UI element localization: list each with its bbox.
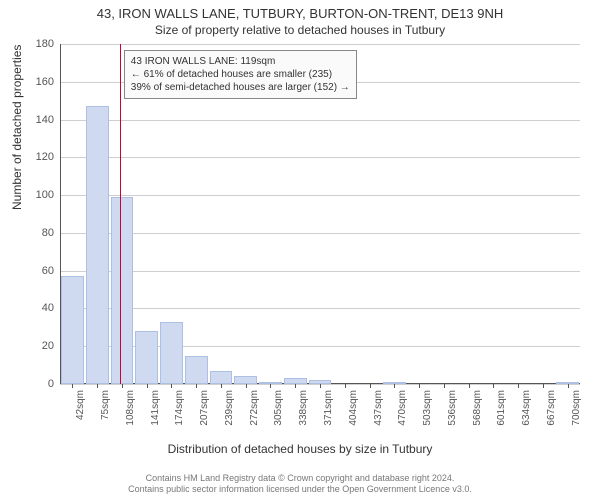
x-tick-label: 338sqm [298, 390, 309, 426]
x-tick-label: 568sqm [472, 390, 483, 426]
x-tick-label: 634sqm [521, 390, 532, 426]
attribution-footer: Contains HM Land Registry data © Crown c… [0, 473, 600, 496]
histogram-bar [61, 276, 84, 384]
x-tick [221, 384, 222, 388]
x-tick [196, 384, 197, 388]
annotation-line: ← 61% of detached houses are smaller (23… [131, 68, 350, 81]
gridline [60, 233, 580, 234]
footer-line-2: Contains public sector information licen… [0, 484, 600, 496]
x-tick [122, 384, 123, 388]
x-tick [493, 384, 494, 388]
y-tick-label: 80 [42, 227, 60, 239]
gridline [60, 271, 580, 272]
x-tick-label: 305sqm [273, 390, 284, 426]
gridline [60, 157, 580, 158]
x-tick-label: 239sqm [224, 390, 235, 426]
x-tick-label: 42sqm [75, 390, 86, 420]
x-tick-label: 371sqm [323, 390, 334, 426]
x-axis-label: Distribution of detached houses by size … [0, 442, 600, 456]
property-marker-line [120, 44, 121, 384]
x-tick-label: 174sqm [174, 390, 185, 426]
annotation-line: 39% of semi-detached houses are larger (… [131, 81, 350, 94]
x-tick [320, 384, 321, 388]
y-tick-label: 100 [36, 189, 60, 201]
gridline [60, 120, 580, 121]
x-tick [147, 384, 148, 388]
histogram-bar [185, 356, 208, 384]
x-tick [419, 384, 420, 388]
histogram-bar [135, 331, 158, 384]
x-tick [518, 384, 519, 388]
x-tick [370, 384, 371, 388]
y-tick-label: 0 [48, 378, 60, 390]
x-tick-label: 536sqm [447, 390, 458, 426]
x-tick-label: 75sqm [100, 390, 111, 420]
gridline [60, 308, 580, 309]
x-tick [270, 384, 271, 388]
annotation-box: 43 IRON WALLS LANE: 119sqm← 61% of detac… [124, 50, 357, 99]
annotation-line: 43 IRON WALLS LANE: 119sqm [131, 55, 350, 68]
x-tick-label: 470sqm [397, 390, 408, 426]
y-tick-label: 160 [36, 76, 60, 88]
y-tick-label: 40 [42, 302, 60, 314]
x-tick-label: 503sqm [422, 390, 433, 426]
histogram-bar [210, 371, 233, 384]
x-tick-label: 108sqm [125, 390, 136, 426]
gridline [60, 195, 580, 196]
x-tick [171, 384, 172, 388]
y-tick-label: 20 [42, 340, 60, 352]
x-tick [568, 384, 569, 388]
footer-line-1: Contains HM Land Registry data © Crown c… [0, 473, 600, 485]
x-tick-label: 667sqm [546, 390, 557, 426]
y-tick-label: 60 [42, 265, 60, 277]
histogram-bar [86, 106, 109, 384]
x-tick [72, 384, 73, 388]
x-tick-label: 272sqm [249, 390, 260, 426]
x-tick [394, 384, 395, 388]
gridline [60, 44, 580, 45]
x-tick [345, 384, 346, 388]
x-tick-label: 141sqm [150, 390, 161, 426]
histogram-plot: 02040608010012014016018042sqm75sqm108sqm… [60, 44, 580, 384]
page-subtitle: Size of property relative to detached ho… [0, 21, 600, 37]
histogram-bar [160, 322, 183, 384]
x-tick [97, 384, 98, 388]
x-tick [246, 384, 247, 388]
x-tick-label: 437sqm [373, 390, 384, 426]
y-axis-label: Number of detached properties [10, 45, 24, 210]
y-tick-label: 140 [36, 114, 60, 126]
x-tick [543, 384, 544, 388]
x-tick [469, 384, 470, 388]
x-tick-label: 700sqm [571, 390, 582, 426]
x-tick-label: 601sqm [496, 390, 507, 426]
y-tick-label: 180 [36, 38, 60, 50]
x-tick [444, 384, 445, 388]
x-tick-label: 404sqm [348, 390, 359, 426]
y-tick-label: 120 [36, 151, 60, 163]
histogram-bar [111, 197, 134, 384]
histogram-bar [234, 376, 257, 384]
page-title-address: 43, IRON WALLS LANE, TUTBURY, BURTON-ON-… [0, 0, 600, 21]
x-tick-label: 207sqm [199, 390, 210, 426]
x-tick [295, 384, 296, 388]
